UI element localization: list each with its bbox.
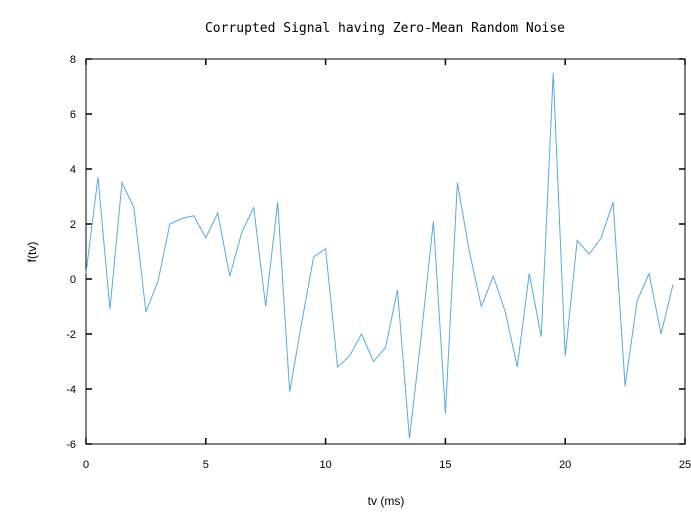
y-tick-label: -4 [66,384,76,396]
x-tick-label: 10 [319,459,331,471]
y-tick-label: 4 [70,164,76,176]
x-tick-label: 5 [203,459,209,471]
series-layer [85,72,674,439]
y-axis-label: f(tv) [25,242,39,263]
x-tick-label: 15 [439,459,451,471]
chart-title: Corrupted Signal having Zero-Mean Random… [205,21,565,36]
y-tick-label: 0 [70,274,76,286]
y-tick-label: 8 [70,54,76,66]
x-axis-label: tv (ms) [368,494,405,508]
y-tick-label: 2 [70,219,76,231]
x-tick-label: 20 [559,459,571,471]
plot-frame [85,58,686,445]
y-tick-label: -6 [66,439,76,451]
series-line [85,72,674,439]
x-tick-label: 0 [83,459,89,471]
ticks-layer: 0 5 10 15 20 25 -6 -4 -2 0 2 4 6 8 [66,54,691,471]
x-tick-label: 25 [679,459,691,471]
y-tick-label: -2 [66,329,76,341]
y-tick-label: 6 [70,109,76,121]
